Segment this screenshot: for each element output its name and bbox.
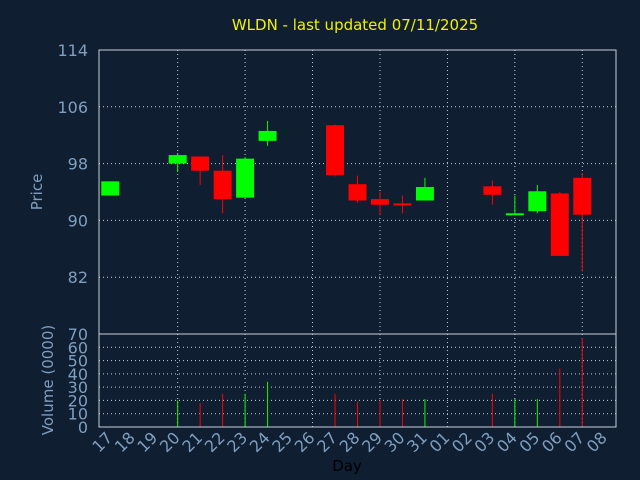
volume-y-tick: 20 xyxy=(68,391,88,410)
candle-body xyxy=(573,177,592,215)
candle-body xyxy=(483,186,502,195)
price-y-tick: 82 xyxy=(68,268,88,287)
price-y-tick: 90 xyxy=(68,211,88,230)
candle-body xyxy=(550,193,569,256)
volume-bars xyxy=(177,337,583,427)
price-axis-label: Price xyxy=(28,174,46,211)
chart-title: WLDN - last updated 07/11/2025 xyxy=(232,16,478,34)
candle-body xyxy=(370,199,389,205)
volume-y-tick: 70 xyxy=(68,325,88,344)
volume-y-tick: 60 xyxy=(68,338,88,357)
price-y-tick-labels: 114 106 98 90 82 xyxy=(57,41,88,287)
candle-body xyxy=(505,213,524,216)
volume-y-tick: 40 xyxy=(68,365,88,384)
candle-body xyxy=(415,187,434,201)
candle-body xyxy=(101,181,120,196)
candle-body xyxy=(168,155,187,164)
price-y-tick: 98 xyxy=(68,155,88,174)
price-y-tick: 106 xyxy=(57,98,88,117)
volume-y-tick: 10 xyxy=(68,405,88,424)
price-gridlines xyxy=(99,50,616,334)
volume-panel-frame xyxy=(98,333,617,428)
candle-body xyxy=(348,184,367,201)
volume-y-tick: 0 xyxy=(78,418,88,437)
x-axis-label: Day xyxy=(332,457,362,475)
volume-y-tick: 30 xyxy=(68,378,88,397)
x-tick-labels: 1718192021222324252627282930310102030405… xyxy=(88,428,610,456)
candle-body xyxy=(236,158,255,198)
price-candles xyxy=(101,121,592,272)
candle-body xyxy=(258,130,277,141)
volume-y-tick: 50 xyxy=(68,352,88,371)
candle-body xyxy=(393,203,412,206)
candle-body xyxy=(213,170,232,200)
x-tick: 08 xyxy=(583,428,611,456)
candle-body xyxy=(528,191,547,212)
volume-axis-label: Volume (0000) xyxy=(39,325,57,435)
candle-body xyxy=(326,125,345,175)
price-y-tick: 114 xyxy=(57,41,88,60)
candle-body xyxy=(191,156,210,171)
